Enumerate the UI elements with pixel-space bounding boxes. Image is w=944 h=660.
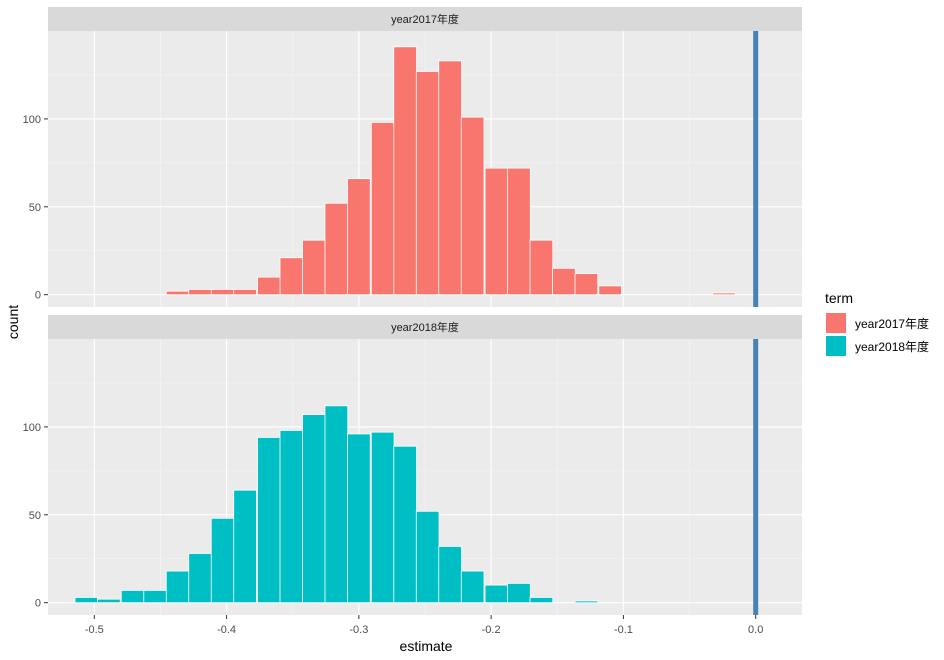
legend-label-2017: year2017年度 xyxy=(855,316,929,331)
y-tick-label: 0 xyxy=(35,290,41,302)
histogram-bar xyxy=(188,553,212,604)
histogram-bar xyxy=(279,430,304,604)
facet-panel-2: year2018年度 0 50 100 xyxy=(23,315,802,615)
y-tick-label: 100 xyxy=(23,422,41,434)
y-tick-label: 50 xyxy=(29,202,41,214)
histogram-bar xyxy=(507,167,531,296)
histogram-bar xyxy=(552,267,576,296)
histogram-bar xyxy=(257,276,281,296)
facet-strip xyxy=(48,7,802,31)
histogram-bar xyxy=(233,289,257,296)
histogram-bar xyxy=(97,598,121,604)
histogram-bar xyxy=(393,46,417,296)
histogram-bar xyxy=(302,414,326,604)
histogram-bar xyxy=(484,167,509,296)
legend-key-2018 xyxy=(826,336,846,356)
legend: term year2017年度 year2018年度 xyxy=(825,290,929,356)
histogram-bar xyxy=(143,589,167,604)
histogram-bar xyxy=(324,405,349,604)
histogram-bar xyxy=(210,289,235,296)
histogram-bar xyxy=(120,589,145,604)
histogram-bar xyxy=(460,570,485,604)
histogram-bar xyxy=(438,60,462,296)
x-tick-label: -0.4 xyxy=(217,624,236,636)
x-axis-title: estimate xyxy=(400,638,453,654)
histogram-bar xyxy=(507,582,531,604)
histogram-bar xyxy=(74,597,99,604)
y-tick-label: 50 xyxy=(29,510,41,522)
histogram-bar xyxy=(324,202,349,296)
y-axis-title: count xyxy=(5,305,21,339)
histogram-bar xyxy=(257,437,281,604)
x-tick-label: 0.0 xyxy=(748,624,763,636)
facet-strip xyxy=(48,315,802,339)
histogram-bar xyxy=(370,431,395,604)
histogram-bar xyxy=(279,257,304,296)
histogram-bar xyxy=(370,122,395,296)
histogram-bar xyxy=(574,273,599,296)
legend-title: term xyxy=(825,290,853,306)
histogram-bar xyxy=(529,597,554,604)
histogram-bar xyxy=(302,239,326,296)
histogram-bar xyxy=(484,584,509,604)
x-tick-label: -0.2 xyxy=(482,624,501,636)
histogram-bar xyxy=(460,116,485,296)
facet-strip-label: year2018年度 xyxy=(391,320,459,334)
histogram-bar xyxy=(393,445,417,604)
facet-panel-1: year2017年度 0 50 100 xyxy=(23,7,802,307)
legend-key-2017 xyxy=(826,313,846,333)
y-tick-label: 100 xyxy=(23,114,41,126)
histogram-bar xyxy=(347,178,371,296)
histogram-bar xyxy=(438,546,462,604)
histogram-bar xyxy=(165,290,190,296)
histogram-bar xyxy=(574,600,599,604)
histogram-bar xyxy=(233,489,257,604)
x-tick-label: -0.3 xyxy=(349,624,368,636)
histogram-bar xyxy=(415,510,440,604)
histogram-bar xyxy=(210,517,235,604)
x-tick-label: -0.1 xyxy=(614,624,633,636)
histogram-bar xyxy=(712,292,736,296)
histogram-bar xyxy=(347,433,371,604)
histogram-bar xyxy=(415,71,440,296)
facet-strip-label: year2017年度 xyxy=(391,12,459,26)
histogram-bar xyxy=(529,239,554,296)
histogram-bar xyxy=(165,570,190,604)
histogram-bar xyxy=(188,289,212,296)
y-tick-label: 0 xyxy=(35,598,41,610)
x-tick-label: -0.5 xyxy=(85,624,104,636)
histogram-bar xyxy=(598,285,622,296)
legend-label-2018: year2018年度 xyxy=(855,339,929,354)
